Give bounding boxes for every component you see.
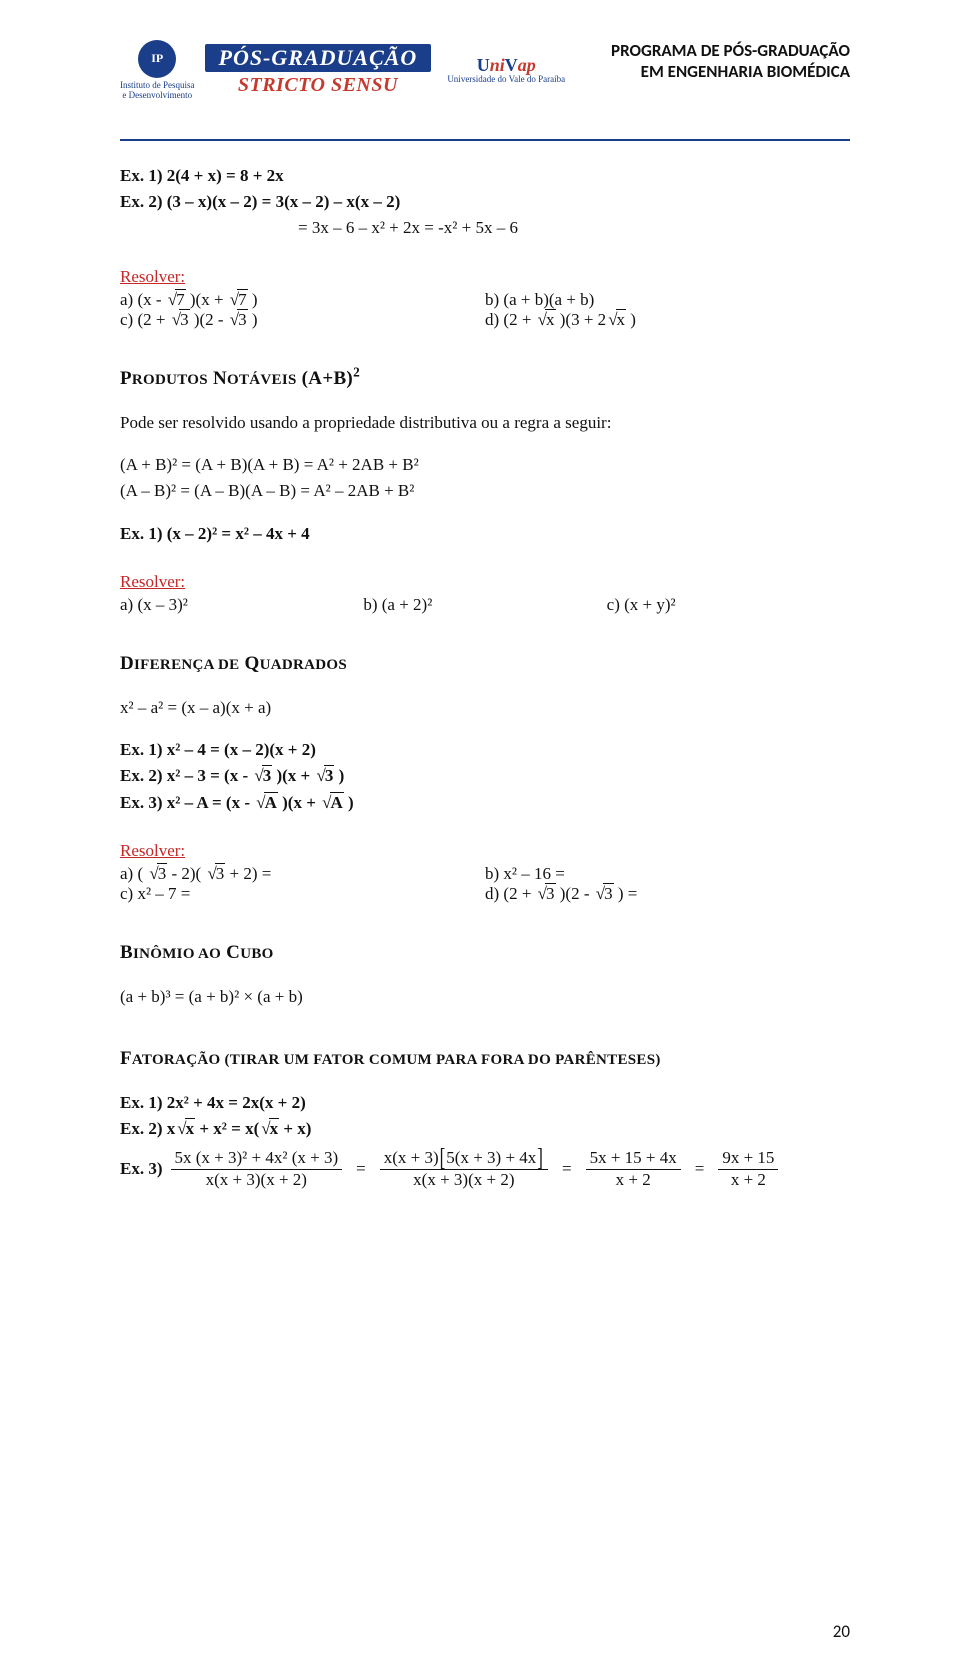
section-fatoracao: FATORAÇÃO (TIRAR UM FATOR COMUM PARA FOR…: [120, 1044, 850, 1190]
page-header: IP Instituto de Pesquisa e Desenvolvimen…: [120, 40, 850, 101]
ex2-label-a: Ex. 2) (3 – x)(x – 2) = 3(x – 2) – x(x –…: [120, 192, 400, 211]
ipd-logo-text: Instituto de Pesquisa e Desenvolvimento: [120, 81, 195, 101]
res1-d: d) (2 + x )(3 + 2x ): [485, 310, 850, 330]
fator-title: FATORAÇÃO (TIRAR UM FATOR COMUM PARA FOR…: [120, 1044, 850, 1073]
cubo-title: BINÔMIO AO CUBO: [120, 938, 850, 967]
page-number: 20: [833, 1621, 850, 1642]
res1-a: a) (x - 7 )(x + 7 ): [120, 290, 485, 310]
fator-frac1: 5x (x + 3)² + 4x² (x + 3) x(x + 3)(x + 2…: [171, 1148, 343, 1190]
resolver-heading: Resolver:: [120, 267, 185, 286]
header-right: PROGRAMA DE PÓS-GRADUAÇÃO EM ENGENHARIA …: [611, 40, 850, 83]
fator-frac3: 5x + 15 + 4x x + 2: [586, 1148, 681, 1190]
res3-a: a) ( 3 - 2)( 3 + 2) =: [120, 864, 485, 884]
fator-ex2: Ex. 2) xx + x² = x(x + x): [120, 1119, 311, 1138]
header-rule: [120, 139, 850, 141]
posgrad-label: PÓS-GRADUAÇÃO: [205, 44, 432, 72]
header-right-line2: EM ENGENHARIA BIOMÉDICA: [611, 61, 850, 82]
diff-eq: x² – a² = (x – a)(x + a): [120, 695, 850, 721]
resolver-block-2: Resolver: a) (x – 3)² b) (a + 2)² c) (x …: [120, 569, 850, 615]
diff-title: DIFERENÇA DE QUADRADOS: [120, 649, 850, 678]
prod-intro: Pode ser resolvido usando a propriedade …: [120, 410, 850, 436]
section-binomio-cubo: BINÔMIO AO CUBO (a + b)³ = (a + b)² × (a…: [120, 938, 850, 1010]
univap-brand: UniVap: [477, 56, 536, 76]
diff-ex1: Ex. 1) x² – 4 = (x – 2)(x + 2): [120, 740, 316, 759]
resolver-heading-2: Resolver:: [120, 572, 185, 591]
univap-sub: Universidade do Vale do Paraíba: [447, 75, 565, 85]
prod-eq2: (A – B)² = (A – B)(A – B) = A² – 2AB + B…: [120, 478, 850, 504]
stricto-label: STRICTO SENSU: [205, 74, 432, 97]
res3-b: b) x² – 16 =: [485, 864, 850, 884]
res1-c: c) (2 + 3 )(2 - 3 ): [120, 310, 485, 330]
res2-b: b) (a + 2)²: [363, 595, 606, 615]
fator-frac4: 9x + 15 x + 2: [718, 1148, 778, 1190]
res2-c: c) (x + y)²: [607, 595, 850, 615]
univap-logo: UniVap Universidade do Vale do Paraíba: [447, 56, 565, 86]
intro-examples: Ex. 1) 2(4 + x) = 8 + 2x Ex. 2) (3 – x)(…: [120, 163, 850, 242]
prod-title: PRODUTOS NOTÁVEIS (A+B)2: [120, 364, 850, 393]
header-left: IP Instituto de Pesquisa e Desenvolvimen…: [120, 40, 565, 101]
res3-d: d) (2 + 3 )(2 - 3 ) =: [485, 884, 850, 904]
ipd-logo: IP Instituto de Pesquisa e Desenvolvimen…: [120, 40, 195, 101]
ipd-logo-disc: IP: [138, 40, 176, 78]
section-produtos-notaveis: PRODUTOS NOTÁVEIS (A+B)2 Pode ser resolv…: [120, 364, 850, 547]
res3-c: c) x² – 7 =: [120, 884, 485, 904]
section-diferenca-quadrados: DIFERENÇA DE QUADRADOS x² – a² = (x – a)…: [120, 649, 850, 816]
res2-a: a) (x – 3)²: [120, 595, 363, 615]
program-title-block: PÓS-GRADUAÇÃO STRICTO SENSU: [205, 44, 432, 97]
fator-frac2: x(x + 3)[5(x + 3) + 4x] x(x + 3)(x + 2): [380, 1148, 548, 1190]
prod-ex1: Ex. 1) (x – 2)² = x² – 4x + 4: [120, 524, 310, 543]
prod-eq1: (A + B)² = (A + B)(A + B) = A² + 2AB + B…: [120, 452, 850, 478]
res1-b: b) (a + b)(a + b): [485, 290, 850, 310]
fator-ex1: Ex. 1) 2x² + 4x = 2x(x + 2): [120, 1093, 306, 1112]
resolver-block-1: Resolver: a) (x - 7 )(x + 7 ) b) (a + b)…: [120, 264, 850, 330]
fator-ex3: Ex. 3) 5x (x + 3)² + 4x² (x + 3) x(x + 3…: [120, 1148, 782, 1190]
cubo-eq: (a + b)³ = (a + b)² × (a + b): [120, 984, 850, 1010]
ex1-label: Ex. 1) 2(4 + x) = 8 + 2x: [120, 166, 284, 185]
header-right-line1: PROGRAMA DE PÓS-GRADUAÇÃO: [611, 40, 850, 61]
resolver-heading-3: Resolver:: [120, 841, 185, 860]
ex2-cont: = 3x – 6 – x² + 2x = -x² + 5x – 6: [298, 218, 518, 237]
resolver-block-3: Resolver: a) ( 3 - 2)( 3 + 2) = b) x² – …: [120, 838, 850, 904]
